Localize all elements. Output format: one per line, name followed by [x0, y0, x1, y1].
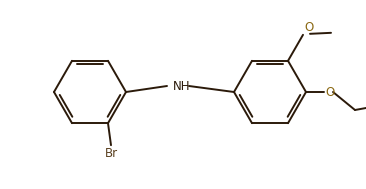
- Text: Br: Br: [104, 147, 117, 160]
- Text: O: O: [325, 85, 334, 98]
- Text: NH: NH: [173, 80, 190, 92]
- Text: O: O: [304, 21, 313, 34]
